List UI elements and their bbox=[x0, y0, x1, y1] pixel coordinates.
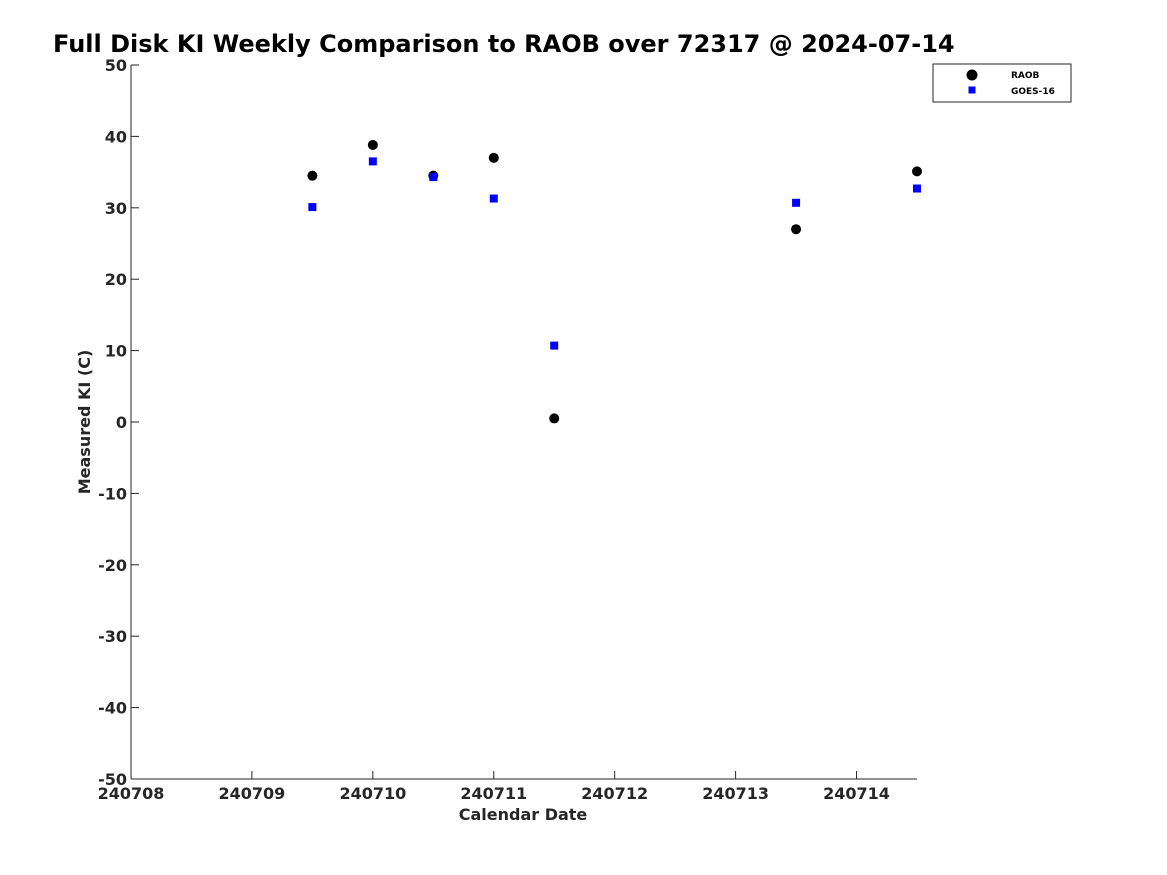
y-tick-label: -40 bbox=[98, 699, 127, 718]
y-tick-label: 0 bbox=[116, 413, 127, 432]
y-tick-label: -30 bbox=[98, 627, 127, 646]
legend-goes16-label: GOES-16 bbox=[1011, 87, 1055, 97]
goes16-point bbox=[913, 184, 921, 193]
raob-point bbox=[488, 152, 499, 163]
y-tick-label: 50 bbox=[105, 56, 127, 75]
raob-point bbox=[367, 139, 378, 150]
goes16-point bbox=[489, 194, 498, 203]
x-axis-label: Calendar Date bbox=[459, 805, 588, 824]
chart-title: Full Disk KI Weekly Comparison to RAOB o… bbox=[53, 30, 955, 58]
x-tick-label: 240708 bbox=[98, 784, 165, 803]
legend-raob-label: RAOB bbox=[1011, 71, 1040, 81]
y-tick-label: 10 bbox=[105, 342, 127, 361]
x-tick-label: 240710 bbox=[339, 784, 406, 803]
goes16-point bbox=[792, 198, 801, 207]
x-tick-label: 240709 bbox=[219, 784, 286, 803]
legend-box bbox=[932, 63, 1072, 103]
x-axis-ticks: 240708 240709 240710 240711 240712 240713 2407… bbox=[98, 771, 890, 803]
y-tick-label: 30 bbox=[105, 199, 127, 218]
y-tick-label: -10 bbox=[98, 484, 127, 503]
y-axis-ticks: 50 40 30 20 10 0 -10 -20 -30 -40 -50 bbox=[98, 56, 139, 789]
x-tick-label: 240712 bbox=[581, 784, 648, 803]
goes16-point bbox=[550, 341, 559, 350]
legend-raob-marker bbox=[966, 69, 978, 81]
x-tick-label: 240711 bbox=[460, 784, 527, 803]
legend-goes16-marker bbox=[968, 86, 976, 94]
goes16-point bbox=[368, 157, 377, 166]
y-tick-label: -20 bbox=[98, 556, 127, 575]
y-tick-label: 20 bbox=[105, 270, 127, 289]
raob-point bbox=[307, 170, 318, 181]
y-axis-label: Measured KI (C) bbox=[75, 350, 94, 495]
x-tick-label: 240714 bbox=[823, 784, 890, 803]
goes16-point bbox=[429, 173, 438, 182]
legend: RAOB GOES-16 bbox=[932, 63, 1072, 103]
data-points bbox=[307, 139, 922, 424]
raob-point bbox=[912, 166, 922, 177]
raob-point bbox=[549, 413, 560, 424]
raob-point bbox=[791, 224, 802, 235]
x-tick-label: 240713 bbox=[702, 784, 769, 803]
y-tick-label: 40 bbox=[105, 127, 127, 146]
y-tick-label: -50 bbox=[98, 770, 127, 789]
goes16-point bbox=[308, 203, 317, 212]
